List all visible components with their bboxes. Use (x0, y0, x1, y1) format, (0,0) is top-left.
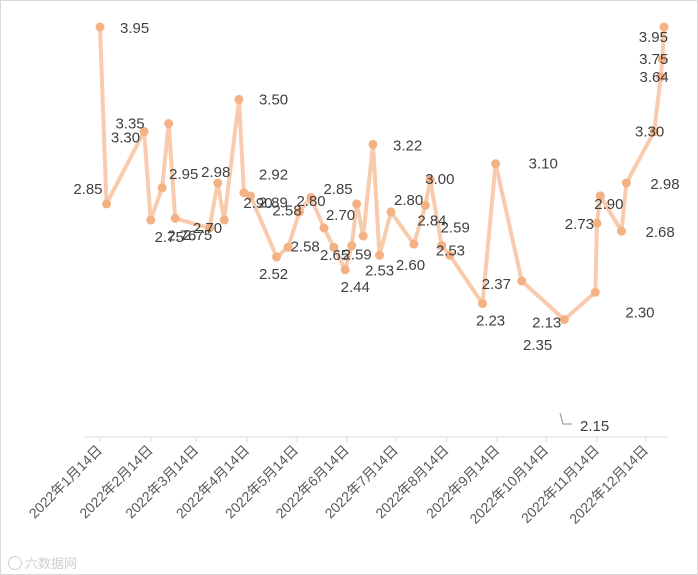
data-label: 2.65 (320, 247, 349, 264)
watermark: 六数据网 (8, 553, 77, 572)
data-label: 2.85 (323, 181, 352, 198)
data-label: 2.84 (417, 212, 446, 229)
data-label: 3.95 (120, 20, 149, 37)
data-point (659, 22, 669, 32)
data-point (340, 265, 350, 275)
data-label: 3.22 (393, 137, 422, 154)
data-label: 2.98 (650, 176, 679, 193)
data-point (139, 127, 149, 137)
data-label: 2.68 (645, 224, 674, 241)
data-label: 3.95 (639, 29, 668, 46)
data-point (234, 94, 244, 104)
data-point (294, 207, 304, 217)
data-point (329, 242, 339, 252)
data-point (621, 178, 631, 188)
data-label: 2.80 (296, 193, 325, 210)
data-label: 2.85 (73, 181, 102, 198)
data-point (164, 119, 174, 128)
data-point (213, 178, 223, 188)
data-point (368, 139, 378, 149)
data-label: 2.70 (193, 220, 222, 237)
data-point (425, 175, 435, 185)
data-label: 2.75 (183, 227, 212, 244)
data-label: 3.10 (529, 156, 558, 173)
data-point (102, 199, 112, 209)
data-point (420, 200, 430, 210)
data-label: 2.58 (272, 202, 301, 219)
leader-line (559, 412, 572, 425)
data-label: 3.64 (640, 69, 669, 86)
data-label: 2.95 (169, 166, 198, 183)
data-label: 2.23 (476, 313, 505, 330)
data-point (491, 159, 501, 169)
data-label: 2.76 (167, 227, 196, 244)
data-label: 2.75 (155, 229, 184, 246)
watermark-icon (8, 556, 22, 570)
data-label: 2.59 (441, 220, 470, 237)
data-point (347, 241, 357, 251)
data-point (445, 250, 455, 260)
data-label: 2.70 (326, 207, 355, 224)
data-point (306, 192, 316, 202)
data-point (590, 287, 600, 297)
data-label: 2.73 (565, 216, 594, 233)
data-point (559, 315, 569, 325)
data-label: 2.53 (436, 242, 465, 259)
data-label: 2.90 (594, 196, 623, 213)
data-label: 2.53 (365, 262, 394, 279)
data-point (319, 223, 329, 233)
data-point (358, 231, 368, 241)
data-label-extra: 2.15 (580, 418, 609, 435)
data-label: 3.75 (639, 51, 668, 68)
data-label: 2.89 (259, 194, 288, 211)
data-label: 3.00 (425, 171, 454, 188)
data-point (245, 191, 255, 201)
data-point (170, 213, 180, 223)
data-label: 2.98 (201, 164, 230, 181)
data-label: 3.30 (111, 130, 140, 147)
data-point (478, 299, 488, 309)
data-label: 2.44 (341, 279, 370, 296)
data-point (146, 215, 156, 225)
data-label: 2.90 (243, 195, 272, 212)
data-label: 2.60 (396, 257, 425, 274)
data-point (283, 242, 293, 252)
data-point (592, 218, 602, 228)
data-point (352, 199, 362, 209)
data-label: 2.37 (482, 276, 511, 293)
data-point (205, 223, 215, 233)
data-point (649, 127, 659, 137)
data-point (657, 54, 667, 64)
data-label: 3.50 (259, 91, 288, 108)
data-point (375, 250, 385, 260)
data-label: 2.52 (259, 266, 288, 283)
data-point (616, 226, 626, 236)
data-label-extra: 2.35 (523, 337, 552, 354)
watermark-text: 六数据网 (25, 556, 78, 571)
data-label: 2.59 (343, 247, 372, 264)
data-label: 2.13 (532, 315, 561, 332)
data-label: 3.30 (635, 124, 664, 141)
data-point (656, 72, 666, 82)
data-label: 2.58 (291, 238, 320, 255)
data-point (595, 191, 605, 201)
data-label: 2.30 (625, 304, 654, 321)
data-point (517, 276, 527, 286)
series-line (98, 25, 666, 322)
data-label: 3.35 (115, 116, 144, 133)
data-point (219, 215, 229, 225)
data-point (409, 239, 419, 249)
data-point (386, 207, 396, 217)
data-label: 2.80 (394, 192, 423, 209)
data-point (157, 183, 167, 193)
data-point (437, 241, 447, 251)
data-point (95, 22, 105, 32)
data-label: 2.92 (259, 167, 288, 184)
data-point (272, 252, 282, 262)
